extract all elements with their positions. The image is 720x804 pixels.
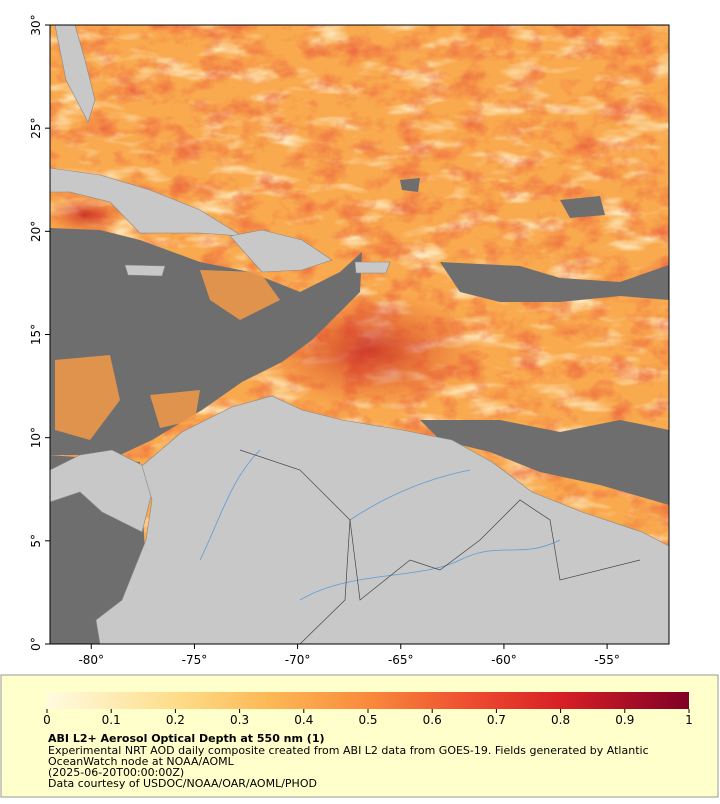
y-tick-label: 10°	[29, 427, 43, 448]
colorbar-tick-label: 0.1	[102, 713, 121, 727]
colorbar-tick-label: 1	[685, 713, 693, 727]
caption-line: Experimental NRT AOD daily composite cre…	[48, 744, 649, 757]
caption-line: (2025-06-20T00:00:00Z)	[48, 766, 184, 779]
colorbar-tick-label: 0.8	[551, 713, 570, 727]
axes: -80° -75° -70° -65° -60° -55° 0° 5° 10° 15° 20° 25°…	[29, 14, 620, 667]
colorbar-tick-label: 0.3	[230, 713, 249, 727]
y-tick-label: 5°	[29, 534, 43, 548]
y-tick-label: 20°	[29, 221, 43, 242]
colorbar-tick-label: 0.5	[358, 713, 377, 727]
x-tick-label: -75°	[182, 653, 208, 667]
colorbar-tick-label: 0.9	[615, 713, 634, 727]
land	[50, 25, 669, 644]
map-image	[50, 25, 669, 644]
x-tick-label: -80°	[78, 653, 104, 667]
colorbar-tick-label: 0.2	[166, 713, 185, 727]
colorbar-tick-label: 0.7	[487, 713, 506, 727]
y-tick-label: 0°	[29, 637, 43, 651]
colorbar-tick-label: 0.4	[294, 713, 313, 727]
y-tick-label: 30°	[29, 14, 43, 35]
x-tick-label: -65°	[388, 653, 414, 667]
borders	[239, 449, 641, 644]
x-tick-label: -55°	[594, 653, 620, 667]
caption-line: OceanWatch node at NOAA/AOML	[48, 755, 235, 768]
colorbar	[47, 692, 689, 709]
aerosol-patch	[55, 270, 280, 440]
x-tick-label: -60°	[491, 653, 517, 667]
colorbar-tick-label: 0.6	[423, 713, 442, 727]
rivers	[199, 449, 561, 601]
x-tick-label: -70°	[285, 653, 311, 667]
aerosol-hotspot	[50, 195, 125, 235]
caption-line: Data courtesy of USDOC/NOAA/OAR/AOML/PHO…	[48, 777, 317, 790]
colorbar-ticks: 0 0.1 0.2 0.3 0.4 0.5 0.6 0.7 0.8 0.9 1	[43, 709, 693, 727]
y-tick-label: 15°	[29, 324, 43, 345]
caption-title: ABI L2+ Aerosol Optical Depth at 550 nm …	[48, 732, 325, 745]
colorbar-tick-label: 0	[43, 713, 51, 727]
y-tick-label: 25°	[29, 118, 43, 139]
